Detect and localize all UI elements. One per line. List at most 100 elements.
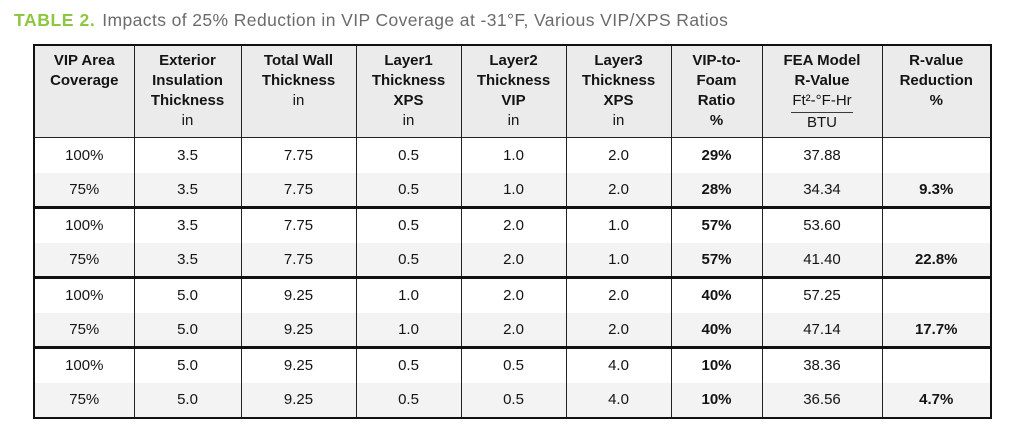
table-cell: 57% xyxy=(670,242,763,278)
table-cell: 10% xyxy=(670,382,763,418)
table-cell: 28% xyxy=(670,172,763,208)
table-cell: 0.5 xyxy=(460,382,567,418)
table-cell: 0.5 xyxy=(355,242,462,278)
table-cell: 75% xyxy=(33,242,135,278)
table-cell: 40% xyxy=(670,312,763,348)
table-cell: 3.5 xyxy=(133,207,242,243)
table-cell: 75% xyxy=(33,382,135,418)
column-header-layer2-thickness-vip: Layer2 Thickness VIP in xyxy=(460,45,567,138)
table-cell: 10% xyxy=(670,347,763,383)
table-row: 100% 3.5 7.75 0.5 2.0 1.0 57% 53.60 xyxy=(33,207,992,243)
table-cell: 4.0 xyxy=(565,347,672,383)
row-group: 100% 5.0 9.25 1.0 2.0 2.0 40% 57.25 75% 5.0 9.25 1.… xyxy=(33,277,992,348)
table-cell: 3.5 xyxy=(133,172,242,208)
table-cell: 100% xyxy=(33,277,135,313)
table-cell: 2.0 xyxy=(460,277,567,313)
table-cell: 0.5 xyxy=(355,382,462,418)
table-title-label: TABLE 2. xyxy=(14,10,96,30)
table-cell: 100% xyxy=(33,137,135,173)
table-cell: 1.0 xyxy=(355,277,462,313)
table-row: 100% 5.0 9.25 0.5 0.5 4.0 10% 38.36 xyxy=(33,347,992,383)
table-cell: 5.0 xyxy=(133,277,242,313)
table-cell: 9.25 xyxy=(240,312,357,348)
table-cell: 7.75 xyxy=(240,207,357,243)
table-cell: 1.0 xyxy=(565,242,672,278)
table-row: 75% 3.5 7.75 0.5 2.0 1.0 57% 41.40 22.8% xyxy=(33,242,992,278)
table-cell: 0.5 xyxy=(460,347,567,383)
table-row: 100% 3.5 7.75 0.5 1.0 2.0 29% 37.88 xyxy=(33,137,992,173)
table-cell: 0.5 xyxy=(355,207,462,243)
table-cell: 75% xyxy=(33,312,135,348)
row-group: 100% 3.5 7.75 0.5 2.0 1.0 57% 53.60 75% 3.5 7.75 0.… xyxy=(33,207,992,278)
table-cell: 5.0 xyxy=(133,347,242,383)
vip-coverage-table: VIP Area Coverage Exterior Insulation Thickn… xyxy=(33,44,992,419)
column-header-vip-to-foam-ratio: VIP-to- Foam Ratio% xyxy=(670,45,763,138)
table-cell: 3.5 xyxy=(133,242,242,278)
table-cell xyxy=(881,277,992,313)
table-cell: 17.7% xyxy=(881,312,992,348)
table-cell: 2.0 xyxy=(565,172,672,208)
table-cell: 2.0 xyxy=(565,137,672,173)
table-cell: 29% xyxy=(670,137,763,173)
table-cell: 9.3% xyxy=(881,172,992,208)
table-cell: 100% xyxy=(33,207,135,243)
table-row: 75% 3.5 7.75 0.5 1.0 2.0 28% 34.34 9.3% xyxy=(33,172,992,208)
table-cell: 47.14 xyxy=(761,312,883,348)
column-header-total-wall-thickness: Total Wall Thickness in xyxy=(240,45,357,138)
table-row: 100% 5.0 9.25 1.0 2.0 2.0 40% 57.25 xyxy=(33,277,992,313)
table-cell: 4.7% xyxy=(881,382,992,418)
table-cell: 1.0 xyxy=(565,207,672,243)
table-title: TABLE 2. Impacts of 25% Reduction in VIP … xyxy=(14,9,1010,31)
row-group: 100% 3.5 7.75 0.5 1.0 2.0 29% 37.88 75% 3.5 7.75 0.… xyxy=(33,137,992,208)
table-row: 75% 5.0 9.25 0.5 0.5 4.0 10% 36.56 4.7% xyxy=(33,382,992,418)
table-cell: 57.25 xyxy=(761,277,883,313)
table-cell: 4.0 xyxy=(565,382,672,418)
table-cell: 2.0 xyxy=(565,277,672,313)
table-cell: 57% xyxy=(670,207,763,243)
table-cell xyxy=(881,137,992,173)
table-cell: 41.40 xyxy=(761,242,883,278)
table-cell: 100% xyxy=(33,347,135,383)
table-cell xyxy=(881,207,992,243)
table-cell: 40% xyxy=(670,277,763,313)
table-cell: 9.25 xyxy=(240,382,357,418)
table-cell: 2.0 xyxy=(460,242,567,278)
row-group: 100% 5.0 9.25 0.5 0.5 4.0 10% 38.36 75% 5.0 9.25 0.… xyxy=(33,347,992,418)
table-cell: 5.0 xyxy=(133,312,242,348)
table-cell: 9.25 xyxy=(240,277,357,313)
table-cell: 53.60 xyxy=(761,207,883,243)
table-cell: 1.0 xyxy=(460,172,567,208)
table-row: 75% 5.0 9.25 1.0 2.0 2.0 40% 47.14 17.7% xyxy=(33,312,992,348)
column-header-vip-area-coverage: VIP Area Coverage xyxy=(33,45,135,138)
column-header-exterior-insulation-thickness: Exterior Insulation Thickness in xyxy=(133,45,242,138)
table-cell: 0.5 xyxy=(355,347,462,383)
table-cell: 1.0 xyxy=(460,137,567,173)
table-title-text: Impacts of 25% Reduction in VIP Coverage… xyxy=(102,10,729,30)
header-row: VIP Area Coverage Exterior Insulation Thickn… xyxy=(33,45,992,138)
table-cell: 36.56 xyxy=(761,382,883,418)
table-cell: 2.0 xyxy=(460,207,567,243)
table-cell xyxy=(881,347,992,383)
table-cell: 37.88 xyxy=(761,137,883,173)
table-cell: 7.75 xyxy=(240,137,357,173)
column-header-layer1-thickness-xps: Layer1 Thickness XPS in xyxy=(355,45,462,138)
table-cell: 7.75 xyxy=(240,172,357,208)
table-cell: 0.5 xyxy=(355,172,462,208)
table-cell: 2.0 xyxy=(565,312,672,348)
table-cell: 9.25 xyxy=(240,347,357,383)
table-cell: 38.36 xyxy=(761,347,883,383)
column-header-layer3-thickness-xps: Layer3 Thickness XPS in xyxy=(565,45,672,138)
column-header-r-value-reduction: R-value Reduction% xyxy=(881,45,992,138)
table-cell: 3.5 xyxy=(133,137,242,173)
table-cell: 0.5 xyxy=(355,137,462,173)
table-header: VIP Area Coverage Exterior Insulation Thickn… xyxy=(33,45,992,138)
table-cell: 75% xyxy=(33,172,135,208)
table-cell: 1.0 xyxy=(355,312,462,348)
table-cell: 2.0 xyxy=(460,312,567,348)
page: TABLE 2. Impacts of 25% Reduction in VIP … xyxy=(14,9,1010,419)
table-cell: 22.8% xyxy=(881,242,992,278)
column-header-fea-model-r-value: FEA Model R-Value Ft²-°F-Hr BTU xyxy=(761,45,883,138)
table-cell: 34.34 xyxy=(761,172,883,208)
table-cell: 5.0 xyxy=(133,382,242,418)
table-cell: 7.75 xyxy=(240,242,357,278)
